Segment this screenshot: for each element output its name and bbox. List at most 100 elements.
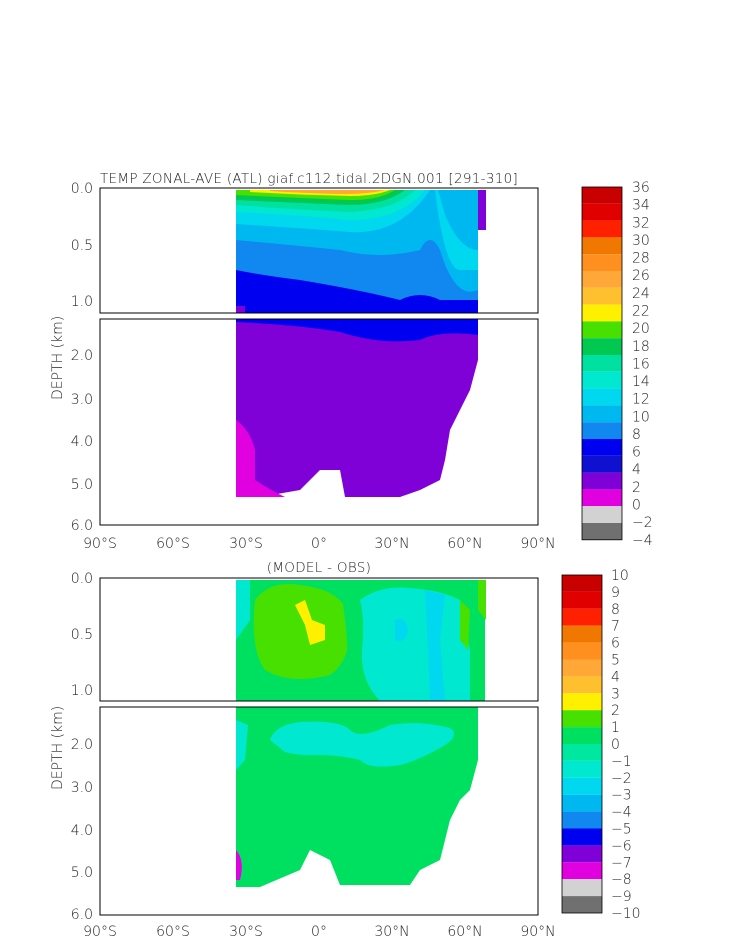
colorbar-swatch [562,744,602,761]
colorbar-swatch [562,845,602,863]
y-axis-label: DEPTH (km) [50,316,66,400]
colorbar-label: 6 [632,445,641,461]
ytick-label: 0.5 [71,238,93,254]
colorbar-swatch [562,879,602,897]
colorbar-label: 24 [632,286,650,302]
colorbar-label: −2 [632,515,653,531]
xtick-label: 0° [311,924,327,940]
colorbar-swatch [582,472,622,490]
colorbar-label: 36 [632,180,650,196]
xtick-label: 30°S [229,536,263,552]
ytick-label: 0.0 [71,571,93,587]
colorbar-label: 28 [632,251,650,267]
colorbar-swatch [582,271,622,288]
ytick-label: 0.0 [71,181,93,197]
ytick-label: 5.0 [71,477,93,493]
colorbar-swatch [582,455,622,473]
xtick-label: 90°S [83,536,117,552]
colorbar-label: 34 [632,198,650,214]
colorbar-swatch [582,405,622,423]
colorbar-label: −9 [611,889,632,905]
colorbar-swatch [582,355,622,372]
y-axis-label: DEPTH (km) [50,706,66,790]
ytick-label: 1.0 [71,683,93,699]
colorbar-label: 3 [611,686,620,702]
colorbar-swatch [562,676,602,694]
colorbar-label: 6 [611,636,620,652]
colorbar-swatch [562,710,602,728]
colorbar-label: 20 [632,321,650,337]
colorbar-swatch [582,523,622,540]
colorbar-swatch [582,187,622,204]
colorbar-label: 0 [611,737,620,753]
colorbar-label: 10 [632,409,650,425]
colorbar-label: 10 [611,568,629,584]
xtick-label: 90°N [520,536,555,552]
diff-lower-frame [99,706,539,916]
colorbar-swatch [582,506,622,523]
xtick-label: 30°N [374,924,409,940]
colorbar-swatch [582,422,622,439]
colorbar-swatch [582,489,622,507]
colorbar-swatch [582,254,622,271]
colorbar-label: 1 [611,720,620,736]
colorbar-swatch [582,439,622,456]
colorbar-label: −2 [611,771,632,787]
colorbar-swatch [582,321,622,339]
colorbar-swatch [562,727,602,744]
colorbar-label: 5 [611,653,620,669]
diff-upper-frame [99,577,539,702]
colorbar-swatch [562,896,602,913]
diff-lower-fill [236,707,478,887]
temp-upper-frame [99,187,539,314]
colorbar-swatch [582,203,622,221]
xtick-label: 60°N [447,536,482,552]
ytick-label: 4.0 [71,823,93,839]
diff-upper-fill [236,580,486,701]
chart-subtitle: (MODEL - OBS) [267,560,371,576]
ytick-label: 2.0 [71,348,93,364]
colorbar-label: −5 [611,822,632,838]
colorbar-swatch [562,811,602,829]
colorbar-label: −8 [611,872,632,888]
ytick-label: 3.0 [71,780,93,796]
temp-lower-frame [99,318,539,526]
colorbar-swatch [562,625,602,643]
colorbar-label: −4 [611,805,632,821]
colorbar-swatch [582,304,622,322]
colorbar-swatch [582,338,622,355]
panel-model-minus-obs: (MODEL - OBS) 0.0 0.5 1.0 2.0 3.0 4.0 5.… [50,560,641,940]
xtick-label: 0° [311,536,327,552]
colorbar-label: −4 [632,533,653,549]
ytick-label: 3.0 [71,392,93,408]
x-axis-ticks: 90°S 60°S 30°S 0° 30°N 60°N 90°N [83,924,556,940]
colorbar-label: −3 [611,788,632,804]
xtick-label: 30°S [229,924,263,940]
ytick-label: 5.0 [71,865,93,881]
colorbar-label: 8 [632,427,641,443]
xtick-label: 60°S [156,924,190,940]
chart-title: TEMP ZONAL-AVE (ATL) giaf.c112.tidal.2DG… [100,171,518,187]
colorbar-label: 16 [632,356,650,372]
colorbar-label: 8 [611,602,620,618]
colorbar-label: 14 [632,374,650,390]
ytick-label: 2.0 [71,737,93,753]
temp-lower-fill [236,319,478,497]
colorbar-swatch [582,388,622,406]
colorbar-swatch [562,828,602,846]
colorbar-swatch [562,575,602,592]
colorbar-label: −7 [611,855,632,871]
colorbar-label: 30 [632,233,650,249]
ytick-label: 6.0 [71,518,93,534]
colorbar-label: 9 [611,585,620,601]
xtick-label: 60°N [447,924,482,940]
colorbar-label: 22 [632,303,650,319]
colorbar-label: 18 [632,339,650,355]
colorbar-swatch [562,659,602,677]
colorbar-swatch [562,862,602,880]
colorbar-swatch [562,760,602,778]
colorbar-swatch [562,608,602,626]
xtick-label: 90°S [83,924,117,940]
